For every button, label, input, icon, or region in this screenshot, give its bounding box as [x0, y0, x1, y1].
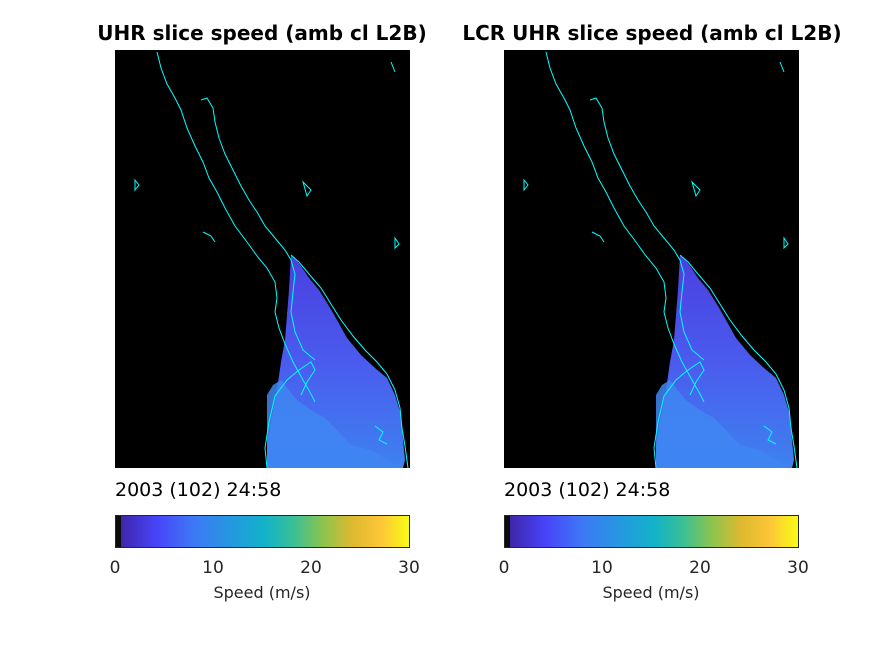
- colorbar-tick-left-20: 20: [300, 558, 322, 578]
- timestamp-right: 2003 (102) 24:58: [504, 479, 671, 501]
- colorbar-right: 0 10 20 30 Speed (m/s): [499, 515, 809, 615]
- colorbar-gradient-right: [504, 515, 799, 548]
- colorbar-gradient-left: [115, 515, 410, 548]
- coastline-right: [523, 51, 798, 468]
- colorbar-label-right: Speed (m/s): [602, 583, 700, 602]
- speed-map-right: [504, 50, 799, 468]
- colorbar-tick-left-30: 30: [398, 558, 420, 578]
- colorbar-tick-right-30: 30: [787, 558, 809, 578]
- colorbar-under-right: [505, 516, 510, 547]
- timestamp-left: 2003 (102) 24:58: [115, 479, 282, 501]
- colorbar-tick-left-0: 0: [109, 558, 121, 578]
- panel-title-left: UHR slice speed (amb cl L2B): [97, 21, 427, 45]
- wind-field-right-lower: [656, 380, 792, 468]
- wind-field-left-lower: [267, 380, 403, 468]
- coastline-left: [134, 51, 409, 468]
- colorbar-tick-right-0: 0: [498, 558, 510, 578]
- colorbar-left: 0 10 20 30 Speed (m/s): [110, 515, 420, 615]
- colorbar-under-left: [116, 516, 121, 547]
- speed-map-left: [115, 50, 410, 468]
- colorbar-scale-right: [510, 516, 798, 547]
- colorbar-tick-left-10: 10: [202, 558, 224, 578]
- colorbar-tick-right-10: 10: [591, 558, 613, 578]
- colorbar-tick-right-20: 20: [689, 558, 711, 578]
- colorbar-label-left: Speed (m/s): [213, 583, 311, 602]
- speed-map-svg-right: [523, 51, 798, 468]
- panel-title-right: LCR UHR slice speed (amb cl L2B): [462, 21, 842, 45]
- speed-map-svg-left: [134, 51, 409, 468]
- colorbar-scale-left: [121, 516, 409, 547]
